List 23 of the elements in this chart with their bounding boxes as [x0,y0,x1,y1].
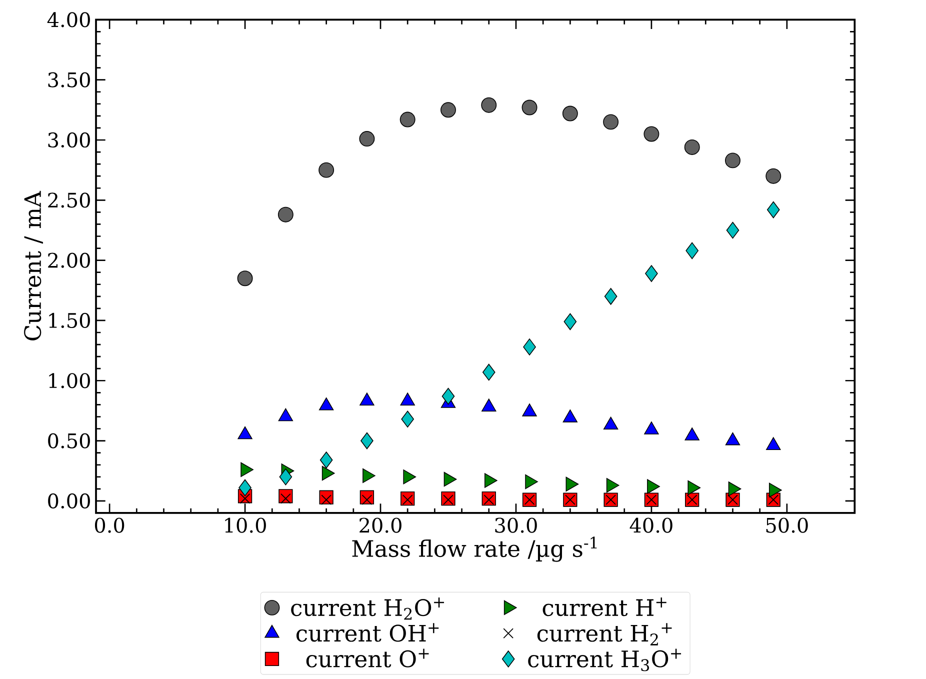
x-tick-label: 30.0 [495,518,537,533]
y-tick-label: 2.00 [48,252,90,268]
y-tick-label: 1.50 [49,312,90,328]
y-tick-label: 3.00 [48,132,90,148]
y-tick-label: 2.50 [48,192,90,208]
legend-label: current OH$^{+}$ [296,623,439,642]
y-tick-label: 0.50 [48,433,90,448]
y-axis-title: Current / mA [24,190,43,340]
x-tick-label: 40.0 [630,518,672,533]
x-tick-label: 0.0 [94,518,124,533]
y-tick-label: 1.00 [49,373,90,388]
y-tick-label: 4.00 [47,12,90,28]
legend-label: current H$^{+}$ [542,598,666,616]
x-tick-label: 20.0 [360,518,402,533]
legend-label: current H$_{3}$O$^{+}$ [528,648,682,672]
legend-label: current O$^{+}$ [306,648,429,668]
x-axis-title: Mass flow rate /µg s$^{-1}$ [352,536,597,562]
y-tick-label: 3.50 [48,72,90,88]
legend-label: current H$_{2}$+ [537,623,672,646]
x-tick-label: 10.0 [225,518,266,533]
x-tick-label: 50.0 [766,518,808,533]
y-tick-label: 0.00 [48,493,90,509]
legend-label: current H$_{2}$O$^{+}$ [291,598,444,620]
